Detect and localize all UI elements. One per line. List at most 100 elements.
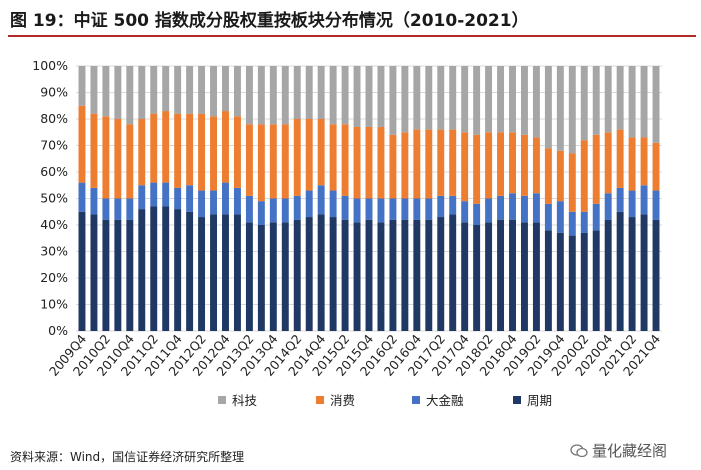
bar-segment — [640, 66, 648, 138]
bar-segment — [437, 195, 445, 218]
bar-segment — [568, 211, 576, 236]
bar-segment — [126, 198, 134, 220]
bar-stack — [150, 66, 158, 331]
bar-stack — [329, 66, 337, 331]
bar-segment — [150, 66, 158, 114]
bar-segment — [568, 66, 576, 154]
bar-segment — [162, 66, 170, 112]
bar-stack — [461, 66, 469, 331]
bar-segment — [114, 119, 122, 199]
bar-segment — [233, 214, 241, 331]
bar-segment — [305, 217, 313, 331]
bar-segment — [568, 153, 576, 212]
bar-segment — [652, 219, 660, 331]
legend-item: 周期 — [513, 393, 552, 408]
bar-segment — [580, 232, 588, 331]
bar-stack — [198, 66, 206, 331]
bar-segment — [114, 219, 122, 331]
bar-segment — [604, 132, 612, 194]
bar-stack — [317, 66, 325, 331]
bar-segment — [341, 219, 349, 331]
bar-stack — [186, 66, 194, 331]
bar-segment — [485, 132, 493, 199]
bar-segment — [269, 222, 277, 331]
bar-segment — [413, 198, 421, 220]
y-tick-label: 0% — [48, 323, 68, 338]
bar-segment — [473, 66, 481, 135]
bar-segment — [592, 66, 600, 135]
bar-segment — [210, 214, 217, 331]
bar-stack — [413, 66, 421, 331]
bar-segment — [174, 113, 182, 188]
bar-segment — [257, 66, 265, 125]
bar-segment — [233, 66, 241, 117]
bar-segment — [126, 124, 134, 199]
bar-stack — [616, 66, 624, 331]
bar-segment — [604, 219, 612, 331]
y-tick-label: 90% — [40, 85, 68, 100]
title-divider — [8, 35, 696, 37]
bar-stack — [78, 66, 86, 331]
bar-stack — [222, 66, 229, 331]
bar-segment — [341, 195, 349, 220]
bar-segment — [365, 66, 373, 127]
bar-segment — [305, 66, 313, 119]
bar-segment — [437, 217, 445, 331]
bar-segment — [138, 185, 146, 210]
bar-segment — [293, 219, 301, 331]
bar-stack — [521, 66, 528, 331]
legend-label: 周期 — [527, 393, 552, 408]
bar-segment — [305, 119, 313, 191]
bar-segment — [568, 235, 576, 331]
bar-segment — [377, 66, 385, 127]
bar-segment — [532, 66, 540, 138]
bar-stack — [604, 66, 612, 331]
bar-segment — [233, 187, 241, 215]
bar-segment — [317, 185, 325, 215]
bar-segment — [401, 132, 409, 199]
bar-segment — [150, 182, 158, 207]
bar-segment — [556, 201, 564, 233]
bar-segment — [245, 222, 253, 331]
bar-segment — [353, 126, 361, 199]
bar-segment — [556, 232, 564, 331]
bar-segment — [449, 66, 457, 130]
bar-segment — [317, 66, 325, 119]
bar-segment — [150, 113, 158, 183]
bar-segment — [269, 124, 277, 199]
bar-segment — [532, 193, 540, 223]
legend-item: 消费 — [316, 393, 355, 408]
bar-stack — [568, 66, 576, 331]
bar-stack — [269, 66, 277, 331]
bar-segment — [174, 209, 182, 331]
bar-stack — [592, 66, 600, 331]
legend-swatch — [412, 396, 420, 404]
bar-segment — [485, 198, 493, 223]
bar-segment — [353, 198, 361, 223]
bar-stack — [509, 66, 516, 331]
bar-segment — [377, 126, 385, 199]
bar-segment — [245, 195, 253, 223]
bar-segment — [652, 142, 660, 191]
bar-segment — [293, 195, 301, 220]
bar-segment — [497, 195, 505, 220]
bar-segment — [305, 190, 313, 218]
bar-segment — [556, 66, 564, 151]
bar-segment — [461, 66, 469, 133]
bar-segment — [245, 66, 253, 125]
bar-segment — [604, 193, 612, 220]
y-tick-label: 70% — [40, 138, 68, 153]
bar-segment — [497, 66, 505, 133]
bar-segment — [521, 66, 528, 135]
legend-label: 消费 — [330, 393, 355, 408]
bar-segment — [341, 66, 349, 125]
bar-stack — [365, 66, 373, 331]
bar-segment — [616, 129, 624, 188]
bar-segment — [365, 198, 373, 220]
bar-stack — [210, 66, 217, 331]
bar-stack — [437, 66, 445, 331]
bar-stack — [544, 66, 552, 331]
bar-segment — [162, 111, 170, 183]
y-tick-label: 100% — [32, 58, 68, 73]
bar-segment — [521, 195, 528, 223]
